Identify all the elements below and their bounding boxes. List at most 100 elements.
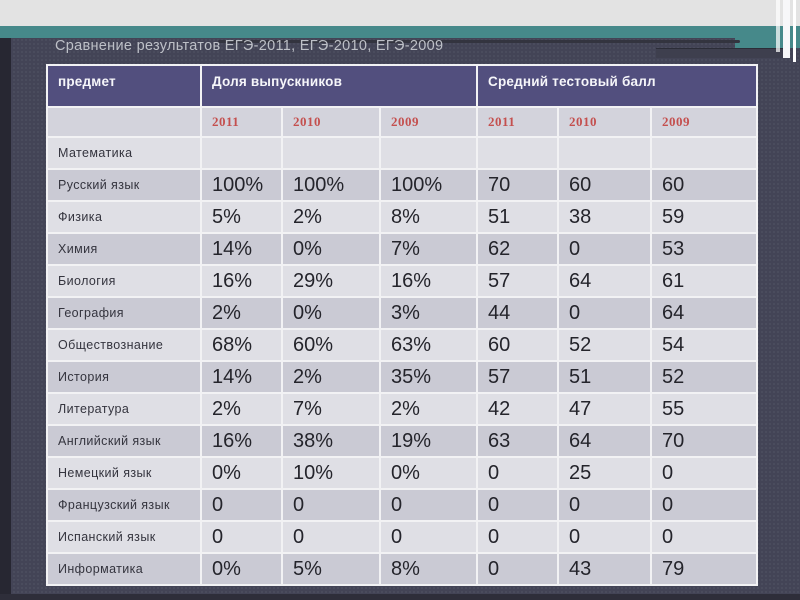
value-cell: 63% — [381, 330, 476, 360]
year-cell: 2010 — [559, 108, 650, 136]
header-cell-score: Средний тестовый балл — [478, 66, 756, 106]
value-cell: 64 — [652, 298, 756, 328]
value-cell: 2% — [202, 394, 281, 424]
value-cell — [381, 138, 476, 168]
value-cell: 10% — [283, 458, 379, 488]
value-cell: 0 — [202, 490, 281, 520]
value-cell: 16% — [202, 426, 281, 456]
value-cell: 0 — [283, 490, 379, 520]
slide-title: Сравнение результатов ЕГЭ-2011, ЕГЭ-2010… — [55, 38, 444, 54]
subject-cell: Английский язык — [48, 426, 200, 456]
value-cell: 8% — [381, 202, 476, 232]
value-cell: 0 — [559, 234, 650, 264]
value-cell: 5% — [283, 554, 379, 584]
header-cell-subject: предмет — [48, 66, 200, 106]
value-cell: 0 — [478, 522, 557, 552]
value-cell: 0 — [381, 522, 476, 552]
value-cell: 100% — [283, 170, 379, 200]
value-cell: 100% — [202, 170, 281, 200]
value-cell: 57 — [478, 362, 557, 392]
value-cell: 64 — [559, 266, 650, 296]
value-cell: 0 — [283, 522, 379, 552]
value-cell: 38 — [559, 202, 650, 232]
value-cell: 55 — [652, 394, 756, 424]
value-cell: 70 — [478, 170, 557, 200]
value-cell: 60 — [559, 170, 650, 200]
value-cell: 0% — [202, 458, 281, 488]
value-cell: 0% — [381, 458, 476, 488]
value-cell: 0 — [652, 458, 756, 488]
value-cell: 16% — [381, 266, 476, 296]
value-cell: 0 — [202, 522, 281, 552]
value-cell: 43 — [559, 554, 650, 584]
decor-vertical-stripe — [793, 0, 796, 62]
subject-cell: География — [48, 298, 200, 328]
value-cell: 51 — [478, 202, 557, 232]
value-cell: 35% — [381, 362, 476, 392]
value-cell: 47 — [559, 394, 650, 424]
year-cell: 2009 — [652, 108, 756, 136]
results-table: предмет Доля выпускников Средний тестовый … — [46, 64, 758, 586]
value-cell: 60 — [652, 170, 756, 200]
value-cell: 8% — [381, 554, 476, 584]
value-cell: 0 — [478, 554, 557, 584]
value-cell: 19% — [381, 426, 476, 456]
value-cell: 54 — [652, 330, 756, 360]
subject-cell: Русский язык — [48, 170, 200, 200]
value-cell — [652, 138, 756, 168]
value-cell: 61 — [652, 266, 756, 296]
year-cell: 2011 — [202, 108, 281, 136]
value-cell: 62 — [478, 234, 557, 264]
value-cell: 0% — [283, 234, 379, 264]
subject-cell: Физика — [48, 202, 200, 232]
left-edge-strip — [0, 38, 11, 600]
value-cell: 14% — [202, 362, 281, 392]
bottom-edge-strip — [0, 594, 800, 600]
value-cell: 0 — [559, 298, 650, 328]
value-cell — [202, 138, 281, 168]
value-cell: 70 — [652, 426, 756, 456]
subject-cell: История — [48, 362, 200, 392]
decor-vertical-stripe — [783, 0, 790, 58]
top-band — [0, 0, 800, 26]
value-cell: 0 — [559, 490, 650, 520]
decor-step-rect — [656, 48, 788, 58]
value-cell: 52 — [652, 362, 756, 392]
subject-cell: Биология — [48, 266, 200, 296]
subject-cell: Математика — [48, 138, 200, 168]
value-cell: 0 — [559, 522, 650, 552]
value-cell: 7% — [283, 394, 379, 424]
subject-cell: Обществознание — [48, 330, 200, 360]
value-cell: 42 — [478, 394, 557, 424]
subject-cell: Химия — [48, 234, 200, 264]
header-cell-share: Доля выпускников — [202, 66, 476, 106]
subject-cell: Литература — [48, 394, 200, 424]
value-cell: 100% — [381, 170, 476, 200]
value-cell: 0% — [283, 298, 379, 328]
subject-cell: Немецкий язык — [48, 458, 200, 488]
subject-cell: Информатика — [48, 554, 200, 584]
value-cell: 52 — [559, 330, 650, 360]
value-cell: 25 — [559, 458, 650, 488]
value-cell: 0 — [652, 490, 756, 520]
value-cell: 0% — [202, 554, 281, 584]
value-cell: 29% — [283, 266, 379, 296]
value-cell: 3% — [381, 298, 476, 328]
value-cell: 2% — [381, 394, 476, 424]
value-cell: 57 — [478, 266, 557, 296]
year-cell-blank — [48, 108, 200, 136]
decor-horizontal-line — [218, 40, 740, 43]
value-cell: 59 — [652, 202, 756, 232]
value-cell — [559, 138, 650, 168]
year-cell: 2009 — [381, 108, 476, 136]
value-cell: 51 — [559, 362, 650, 392]
subject-cell: Испанский язык — [48, 522, 200, 552]
year-cell: 2010 — [283, 108, 379, 136]
value-cell: 60 — [478, 330, 557, 360]
year-cell: 2011 — [478, 108, 557, 136]
value-cell: 38% — [283, 426, 379, 456]
teal-corner-extension — [735, 38, 800, 48]
value-cell: 63 — [478, 426, 557, 456]
value-cell: 0 — [478, 490, 557, 520]
